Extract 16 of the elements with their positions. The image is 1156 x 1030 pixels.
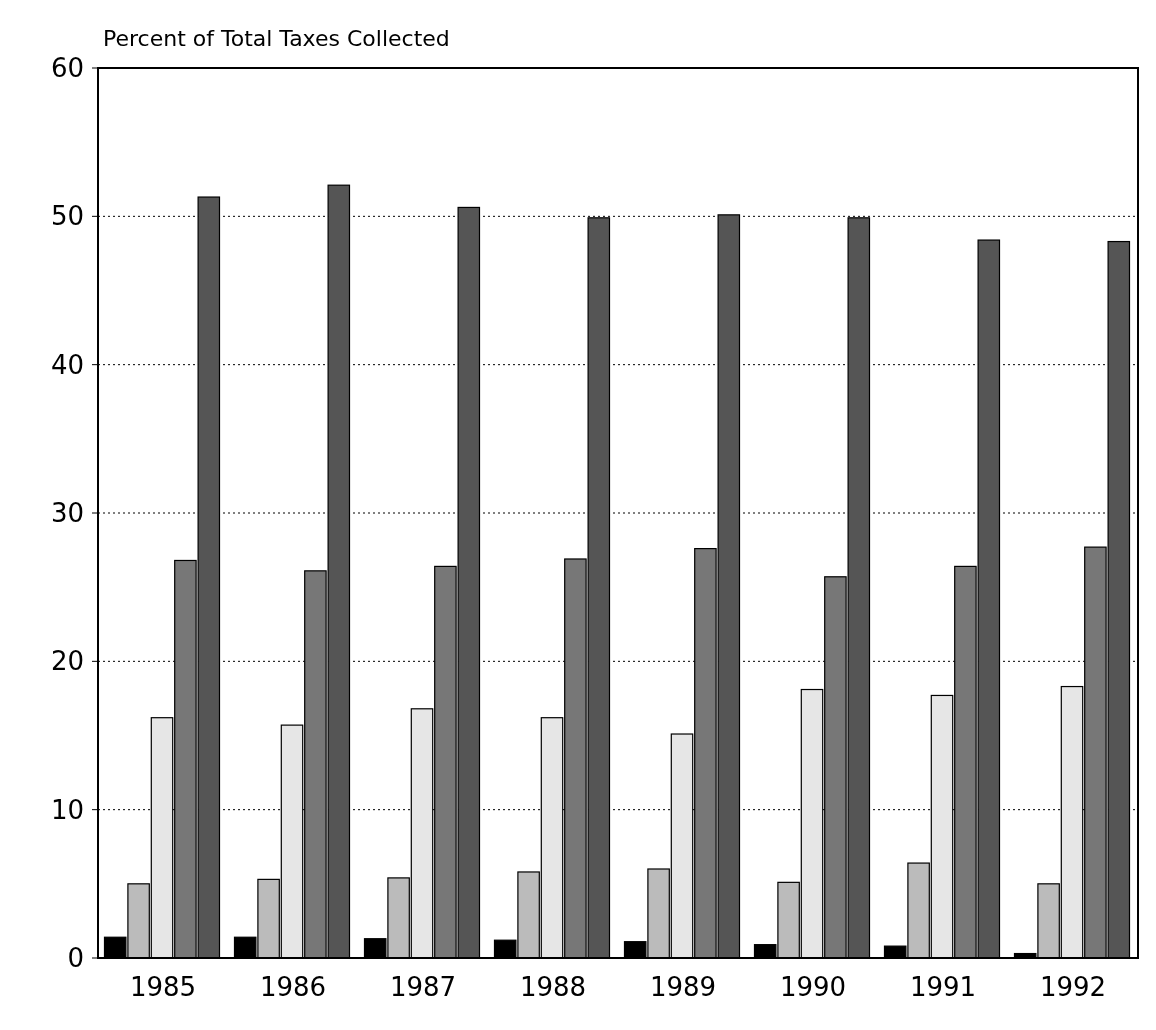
y-tick-label: 0: [67, 943, 84, 974]
y-tick-label: 40: [50, 349, 84, 380]
x-tick-label: 1991: [909, 972, 977, 1002]
y-tick-label: 60: [50, 53, 84, 84]
y-tick-label: 30: [50, 498, 84, 529]
x-tick-label: 1989: [649, 972, 717, 1002]
x-tick-label: 1988: [519, 972, 587, 1002]
x-tick-label: 1985: [129, 972, 197, 1002]
y-tick-label: 50: [50, 201, 84, 232]
x-tick-label: 1992: [1039, 972, 1107, 1002]
y-axis-title: Percent of Total Taxes Collected: [103, 26, 450, 51]
x-tick-label: 1987: [389, 972, 457, 1002]
x-tick-label: 1990: [779, 972, 847, 1002]
x-tick-label: 1986: [259, 972, 327, 1002]
y-tick-label: 20: [50, 646, 84, 677]
y-tick-label: 10: [50, 794, 84, 825]
